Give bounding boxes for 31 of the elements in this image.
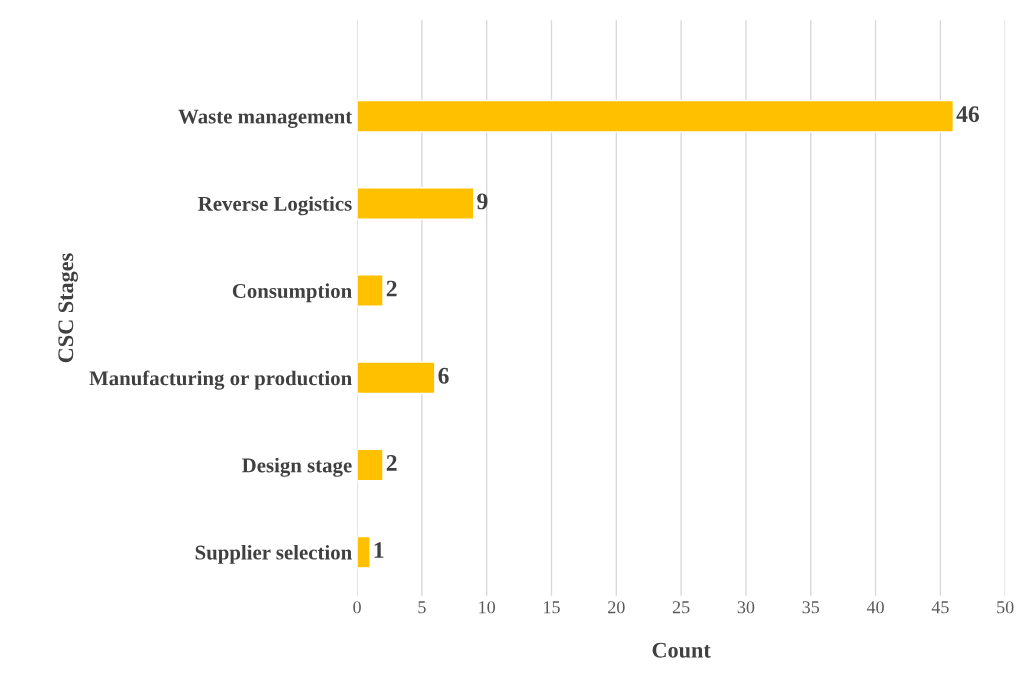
x-axis-title: Count — [652, 642, 711, 658]
bar — [357, 187, 475, 220]
x-tick-label: 10 — [479, 601, 496, 614]
bar — [357, 274, 384, 307]
x-tick-label: 0 — [353, 601, 361, 614]
x-tick-label: 20 — [608, 601, 625, 614]
data-label: 1 — [374, 542, 384, 558]
x-tick-label: 15 — [544, 601, 560, 614]
x-tick-label: 35 — [802, 601, 820, 614]
x-tick-label: 5 — [418, 601, 426, 614]
y-axis-title: CSC Stages — [58, 253, 78, 363]
data-label: 46 — [956, 106, 980, 123]
y-tick-label: Design stage — [242, 457, 352, 477]
y-tick-label: Manufacturing or production — [89, 370, 352, 390]
data-label: 2 — [386, 455, 397, 471]
x-tick-label: 40 — [866, 601, 884, 614]
bar — [357, 99, 955, 133]
x-tick-label: 45 — [931, 601, 949, 614]
bar — [357, 535, 371, 569]
x-tick-label: 30 — [737, 601, 755, 614]
data-label: 2 — [386, 280, 397, 297]
y-tick-label: Supplier selection — [195, 544, 352, 564]
bar — [357, 361, 436, 395]
bar — [357, 448, 384, 482]
data-label: 6 — [438, 367, 449, 384]
y-tick-label: Waste management — [178, 109, 353, 128]
x-tick-label: 50 — [997, 601, 1014, 614]
y-tick-label: Consumption — [232, 283, 352, 303]
data-label: 9 — [477, 193, 488, 210]
x-tick-label: 25 — [672, 601, 690, 614]
y-tick-label: Reverse Logistics — [198, 196, 352, 216]
